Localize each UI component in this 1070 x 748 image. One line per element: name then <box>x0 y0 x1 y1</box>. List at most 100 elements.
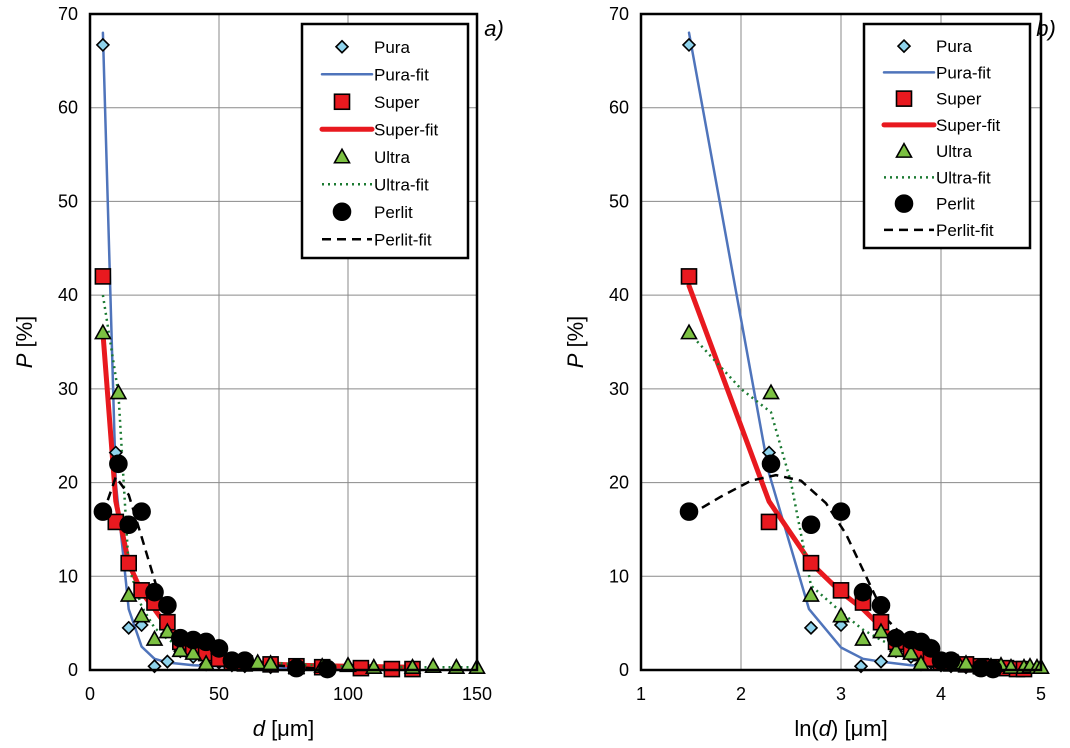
data-point-super <box>680 268 698 285</box>
y-tick-label: 70 <box>609 4 629 24</box>
legend-label: Super-fit <box>374 120 439 139</box>
legend-label: Perlit <box>936 195 975 214</box>
x-axis-label: ln(d) [μm] <box>794 716 887 741</box>
y-tick-label: 20 <box>609 473 629 493</box>
y-tick-label: 40 <box>58 285 78 305</box>
series-perlit <box>93 454 337 679</box>
data-point-ultra <box>132 606 151 623</box>
y-tick-label: 30 <box>609 379 629 399</box>
data-point-perlit <box>941 651 961 670</box>
data-point-ultra <box>339 656 357 673</box>
y-tick-label: 10 <box>58 566 78 586</box>
x-tick-label: 3 <box>836 684 846 704</box>
legend-label: Pura-fit <box>374 65 429 84</box>
data-point-ultra <box>145 629 164 646</box>
data-point-perlit <box>235 651 255 670</box>
legend-label: Pura-fit <box>936 63 991 82</box>
data-point-ultra <box>119 585 138 602</box>
data-point-perlit <box>679 502 699 521</box>
x-tick-label: 2 <box>736 684 746 704</box>
data-point-pura <box>803 620 819 635</box>
data-point-ultra <box>94 323 112 340</box>
legend-marker-ultra <box>333 147 351 164</box>
legend-label: Perlit-fit <box>936 221 994 240</box>
panel-label: a) <box>484 16 504 41</box>
data-point-perlit <box>287 658 306 678</box>
data-point-perlit <box>853 582 873 602</box>
data-point-ultra <box>832 606 850 623</box>
data-point-pura <box>95 37 111 53</box>
data-point-ultra <box>680 323 698 340</box>
plot-frame <box>639 12 1043 672</box>
data-point-perlit <box>871 596 891 615</box>
panel-label: b) <box>1036 16 1056 41</box>
series-line-pura-fit <box>101 31 414 670</box>
plot-content <box>679 31 1050 679</box>
legend-label: Pura <box>374 38 410 57</box>
y-tick-label: 60 <box>609 98 629 118</box>
y-tick-label: 70 <box>58 4 78 24</box>
data-point-super <box>760 513 778 531</box>
legend-marker-perlit <box>332 202 352 222</box>
legend-marker-pura <box>334 39 350 54</box>
data-point-super <box>832 582 850 599</box>
data-point-ultra <box>158 622 177 639</box>
series-perlit <box>679 454 1003 679</box>
x-tick-label: 50 <box>209 684 229 704</box>
legend-marker-ultra <box>895 141 913 158</box>
y-tick-label: 60 <box>58 98 78 118</box>
legend-label: Perlit <box>374 203 413 222</box>
legend-label: Super <box>936 90 982 109</box>
x-axis-label: d [μm] <box>253 716 315 741</box>
data-point-pura <box>873 654 889 669</box>
series-line-ultra-fit <box>688 331 1041 669</box>
chart-panel-b: 0 10 20 30 40 50 60 70 1 2 3 4 5 b) ln(d) [μm] P [%] Pur… <box>563 4 1056 741</box>
series-ultra <box>94 323 486 674</box>
data-point-super <box>802 554 820 572</box>
data-point-ultra <box>902 643 920 660</box>
data-point-ultra <box>184 643 203 660</box>
data-point-ultra <box>171 641 190 658</box>
series-ultra <box>680 323 1050 674</box>
data-point-super <box>94 268 112 285</box>
legend-label: Ultra <box>936 142 972 161</box>
y-tick-label: 50 <box>609 191 629 211</box>
data-point-perlit <box>109 454 128 474</box>
data-point-ultra <box>802 585 820 602</box>
data-point-perlit <box>831 502 851 521</box>
y-tick-label: 0 <box>619 660 629 680</box>
legend-marker-super <box>333 93 351 111</box>
x-tick-label: 100 <box>333 684 363 704</box>
data-point-ultra <box>872 622 890 639</box>
data-point-perlit <box>761 454 781 474</box>
data-point-perlit <box>132 502 151 521</box>
chart-panel-a: 0 10 20 30 40 50 60 70 0 50 100 150 a) d [μm] P [%] Pur… <box>12 4 504 741</box>
x-tick-label: 0 <box>85 684 95 704</box>
data-point-ultra <box>854 629 872 646</box>
data-point-pura <box>121 620 136 635</box>
legend-label: Ultra-fit <box>374 175 429 194</box>
data-point-perlit <box>209 639 229 658</box>
y-tick-label: 20 <box>58 473 78 493</box>
data-point-ultra <box>109 383 128 400</box>
y-tick-label: 10 <box>609 566 629 586</box>
legend-label: Super <box>374 93 420 112</box>
legend: Pura Pura-fit Super Super-fit Ultra Ultra-fit… <box>300 22 470 260</box>
plot-frame <box>88 12 479 672</box>
data-point-perlit <box>93 502 113 521</box>
data-point-pura <box>681 37 697 53</box>
legend-label: Super-fit <box>936 116 1001 135</box>
legend-box <box>300 22 470 260</box>
y-tick-label: 50 <box>58 191 78 211</box>
legend: Pura Pura-fit Super Super-fit Ultra Ultra-fit… <box>862 22 1032 250</box>
data-point-ultra <box>887 641 905 658</box>
data-point-super <box>120 554 137 572</box>
y-tick-label: 40 <box>609 285 629 305</box>
series-line-super-fit <box>100 330 415 670</box>
data-point-pura <box>160 654 175 669</box>
x-tick-label: 4 <box>936 684 946 704</box>
data-point-ultra <box>762 383 780 400</box>
y-tick-label: 30 <box>58 379 78 399</box>
legend-label: Ultra <box>374 148 410 167</box>
